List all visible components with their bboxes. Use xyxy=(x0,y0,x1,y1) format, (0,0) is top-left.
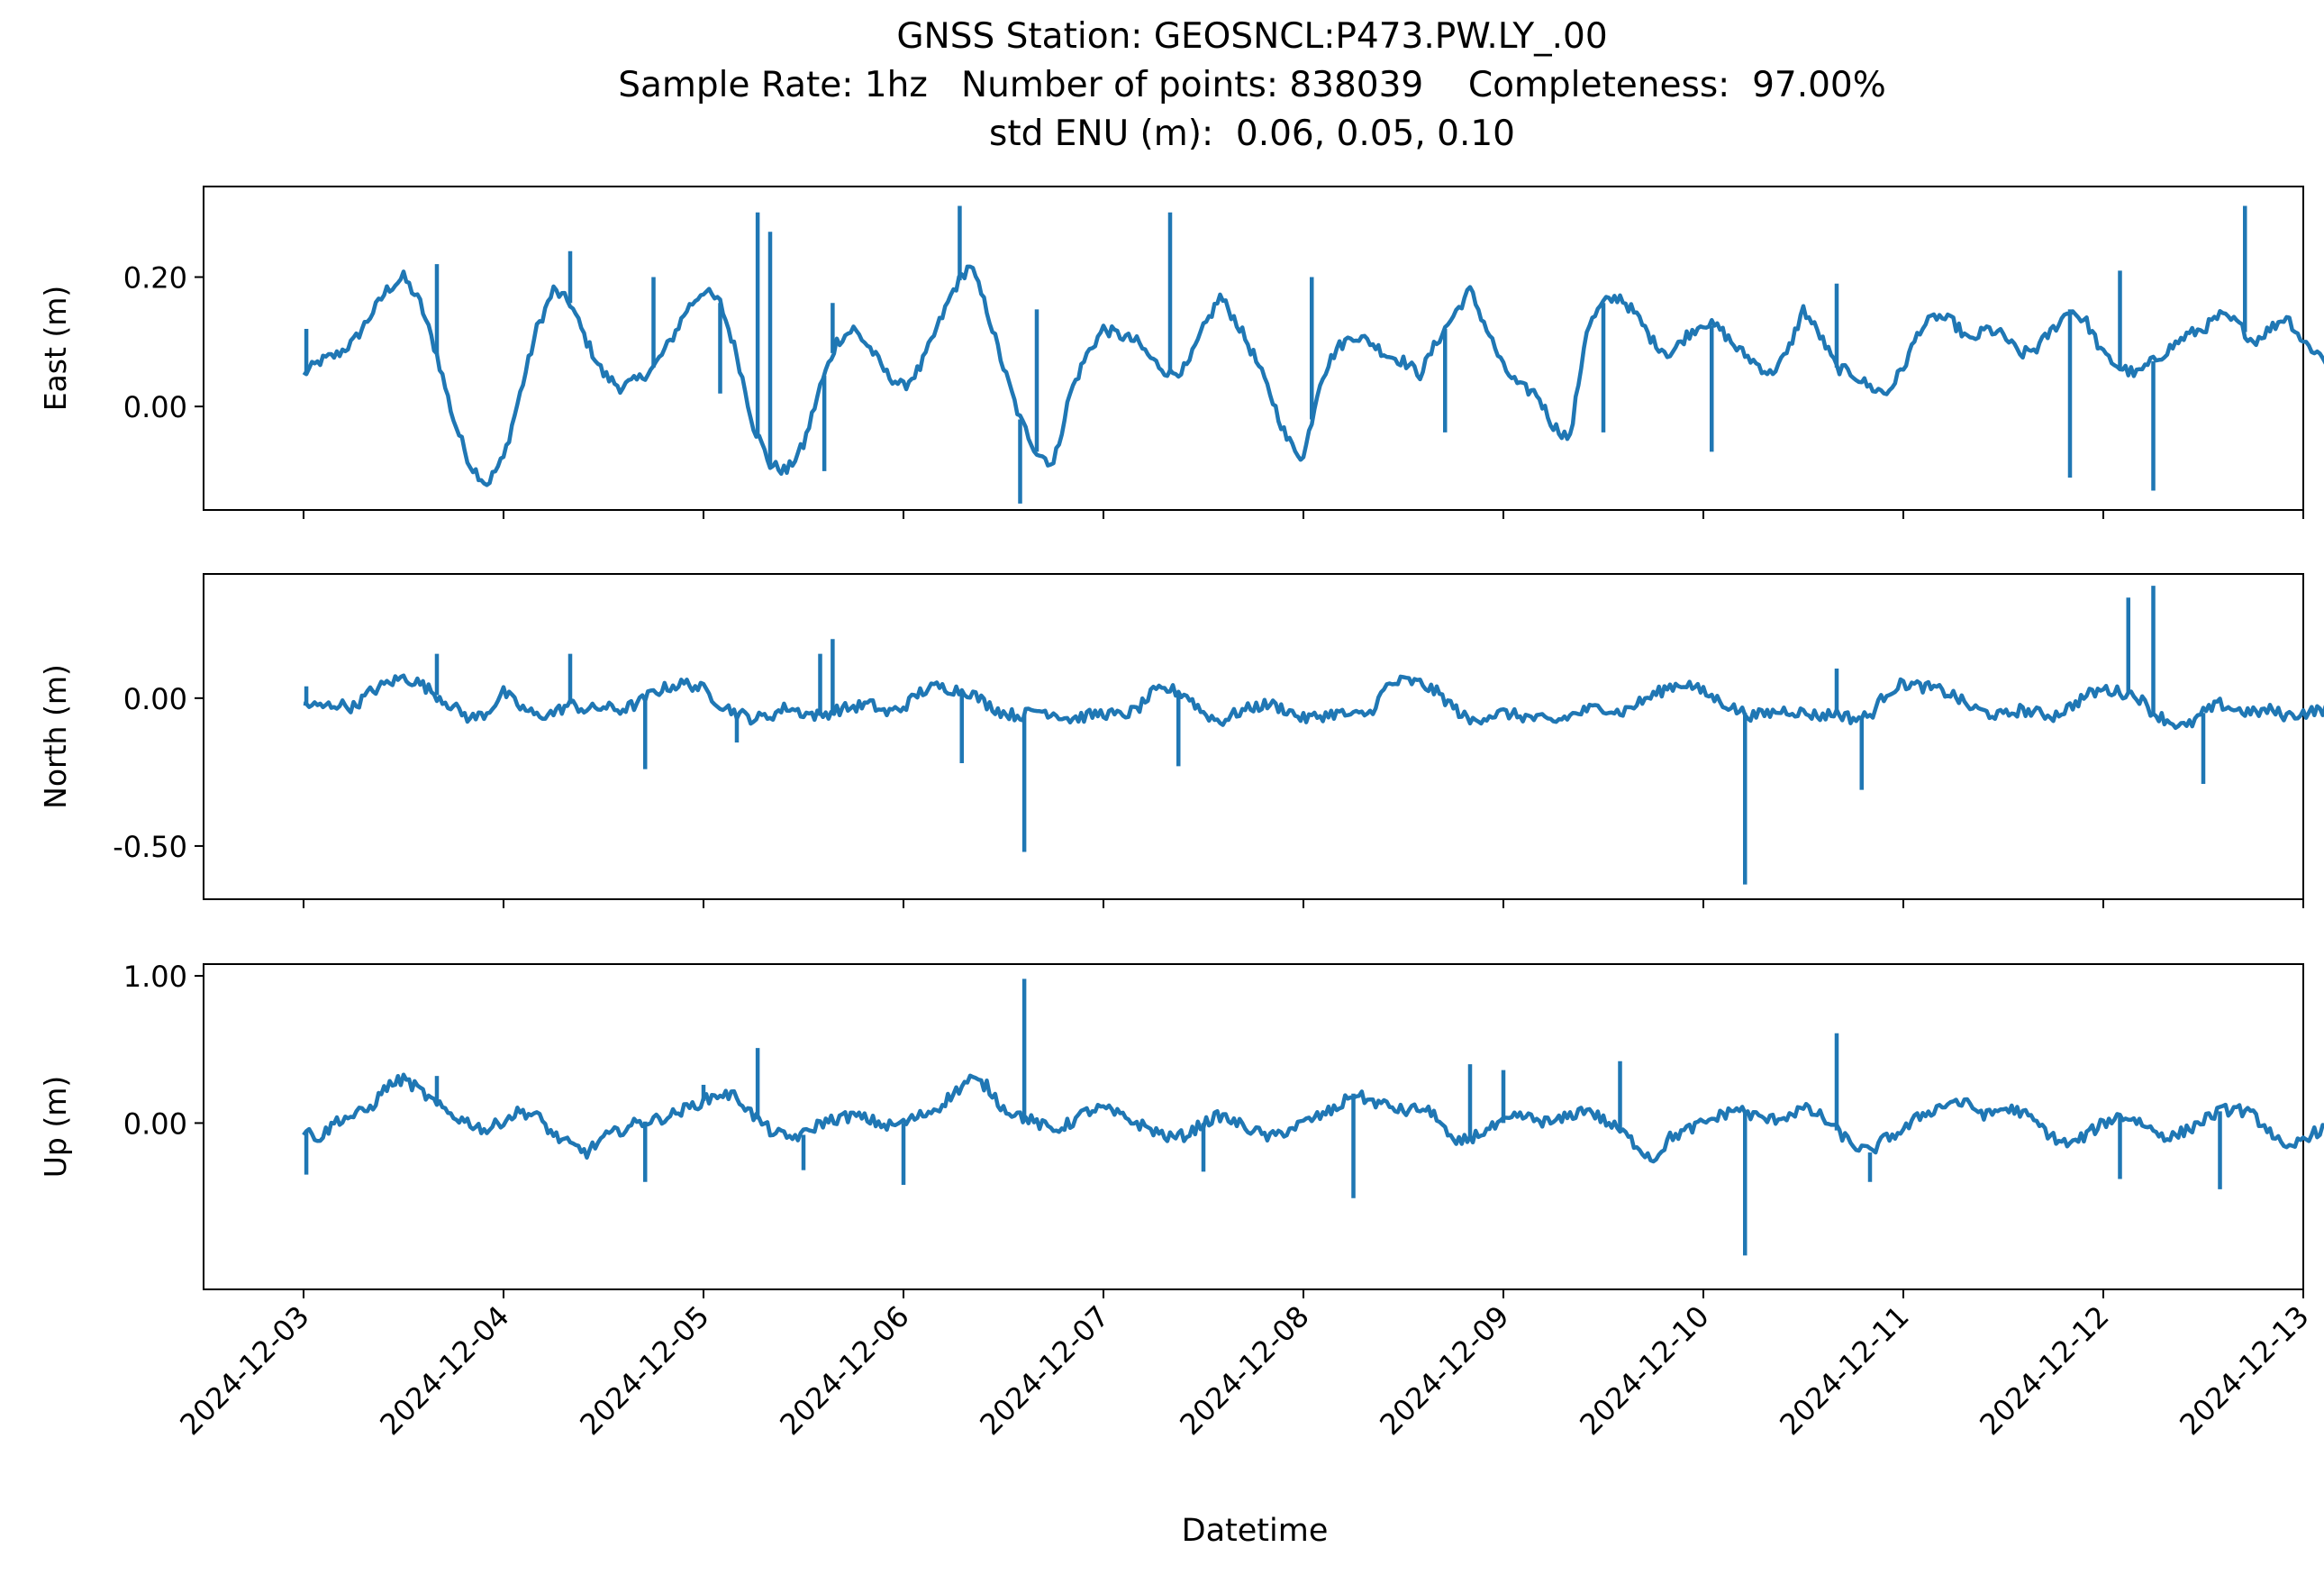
x-tick-label: 2024-12-04 xyxy=(373,1299,515,1442)
x-tick-label: 2024-12-12 xyxy=(1973,1299,2115,1442)
east-y-axis-label: East (m) xyxy=(38,286,73,412)
x-tick-label: 2024-12-06 xyxy=(773,1299,915,1442)
figure-title-line-3: std ENU (m): 0.06, 0.05, 0.10 xyxy=(989,114,1515,154)
up-series-line xyxy=(302,1072,2324,1164)
north-series-line xyxy=(303,673,2324,731)
x-tick-label: 2024-12-05 xyxy=(573,1299,715,1442)
figure-title-line-2: Sample Rate: 1hz Number of points: 83803… xyxy=(618,65,1886,105)
x-tick-label: 2024-12-03 xyxy=(173,1299,315,1442)
up-axes-frame xyxy=(203,963,2304,1290)
x-tick-label: 2024-12-07 xyxy=(973,1299,1115,1442)
north-subplot: 0.00 -0.50 North (m) xyxy=(38,573,2324,908)
up-y-axis-label: Up (m) xyxy=(38,1076,73,1179)
up-ytick-label: 1.00 xyxy=(123,960,187,994)
x-tick-label: 2024-12-10 xyxy=(1573,1299,1715,1442)
x-tick-label: 2024-12-11 xyxy=(1773,1299,1915,1442)
x-tick-label: 2024-12-09 xyxy=(1373,1299,1515,1442)
north-y-axis-label: North (m) xyxy=(38,664,73,809)
north-axes-frame xyxy=(203,573,2304,900)
east-series-line xyxy=(302,264,2324,487)
figure-title-line-1: GNSS Station: GEOSNCL:P473.PW.LY_.00 xyxy=(896,16,1608,57)
east-ytick-label: 0.00 xyxy=(123,390,187,424)
up-subplot: 1.00 0.00 Up (m) 2024-12-03 2024-12-04 2024-1… xyxy=(38,960,2324,1442)
north-ytick-label: -0.50 xyxy=(113,830,187,864)
x-axis-label: Datetime xyxy=(1182,1513,1329,1549)
east-axes-frame xyxy=(203,186,2304,511)
x-tick-label: 2024-12-08 xyxy=(1173,1299,1315,1442)
x-tick-label: 2024-12-13 xyxy=(2173,1299,2315,1442)
north-ytick-label: 0.00 xyxy=(123,682,187,716)
up-ytick-label: 0.00 xyxy=(123,1106,187,1141)
east-ytick-label: 0.20 xyxy=(123,261,187,296)
east-subplot: 0.00 0.20 East (m) xyxy=(38,186,2324,519)
